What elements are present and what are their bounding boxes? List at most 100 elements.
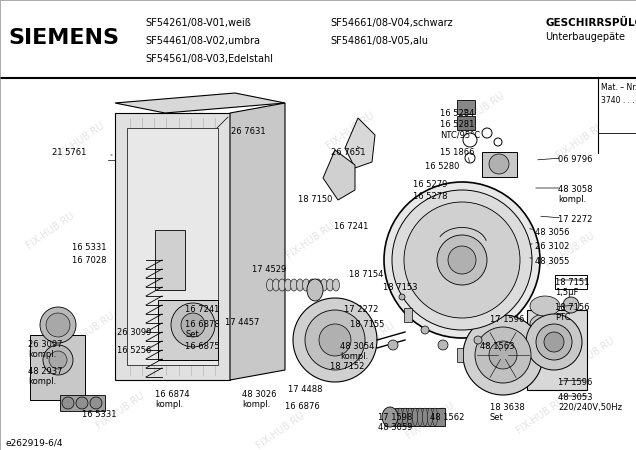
Circle shape bbox=[489, 341, 517, 369]
Circle shape bbox=[536, 324, 572, 360]
Ellipse shape bbox=[307, 279, 323, 301]
Circle shape bbox=[49, 351, 67, 369]
Ellipse shape bbox=[296, 279, 303, 291]
Circle shape bbox=[544, 332, 564, 352]
Ellipse shape bbox=[382, 407, 398, 427]
Text: 220/240V,50Hz: 220/240V,50Hz bbox=[558, 403, 622, 412]
Bar bbox=[158, 300, 218, 360]
Text: Set: Set bbox=[490, 413, 504, 422]
Text: 48 2937: 48 2937 bbox=[28, 367, 62, 376]
Text: 16 6875: 16 6875 bbox=[185, 342, 219, 351]
Bar bbox=[457, 348, 463, 362]
Text: 16 5280: 16 5280 bbox=[425, 162, 459, 171]
Text: 18 7156: 18 7156 bbox=[555, 303, 590, 312]
Ellipse shape bbox=[303, 279, 310, 291]
Bar bbox=[30, 335, 85, 400]
Ellipse shape bbox=[272, 279, 279, 291]
Text: kompl.: kompl. bbox=[558, 195, 586, 204]
Text: SF54461/08-V02,umbra: SF54461/08-V02,umbra bbox=[145, 36, 260, 46]
Circle shape bbox=[384, 182, 540, 338]
Text: 16 5279: 16 5279 bbox=[413, 180, 447, 189]
Bar bbox=[404, 308, 412, 322]
Circle shape bbox=[437, 235, 487, 285]
Text: 17 4488: 17 4488 bbox=[288, 385, 322, 394]
Text: FIX-HUB.RU: FIX-HUB.RU bbox=[54, 120, 106, 160]
Circle shape bbox=[90, 397, 102, 409]
Text: SF54861/08-V05,alu: SF54861/08-V05,alu bbox=[330, 36, 428, 46]
Bar bbox=[457, 116, 475, 130]
Ellipse shape bbox=[266, 279, 273, 291]
Text: 16 5331: 16 5331 bbox=[72, 243, 106, 252]
Ellipse shape bbox=[530, 314, 560, 334]
Text: kompl.: kompl. bbox=[155, 400, 183, 409]
Text: Unterbaugерäte: Unterbaugерäte bbox=[545, 32, 625, 42]
Ellipse shape bbox=[291, 279, 298, 291]
Circle shape bbox=[171, 303, 215, 347]
Text: 16 7028: 16 7028 bbox=[72, 256, 106, 265]
Text: 48 1562: 48 1562 bbox=[430, 413, 464, 422]
Text: FIX-HUB.RU: FIX-HUB.RU bbox=[284, 220, 336, 260]
Text: 26 7631: 26 7631 bbox=[231, 127, 266, 136]
Ellipse shape bbox=[326, 279, 333, 291]
Circle shape bbox=[62, 397, 74, 409]
Text: 18 7154: 18 7154 bbox=[349, 270, 384, 279]
Polygon shape bbox=[230, 103, 285, 380]
Text: 48 3054: 48 3054 bbox=[340, 342, 375, 351]
Ellipse shape bbox=[530, 296, 560, 316]
Circle shape bbox=[40, 307, 76, 343]
Circle shape bbox=[475, 327, 531, 383]
Text: kompl.: kompl. bbox=[28, 377, 56, 386]
Bar bbox=[127, 128, 218, 365]
Ellipse shape bbox=[530, 332, 560, 352]
Text: 16 5331: 16 5331 bbox=[82, 410, 116, 419]
Text: 16 5281: 16 5281 bbox=[440, 120, 474, 129]
Text: PTC: PTC bbox=[555, 313, 570, 322]
Text: FIX-HUB.RU: FIX-HUB.RU bbox=[194, 340, 246, 380]
Bar bbox=[527, 310, 587, 390]
Circle shape bbox=[448, 246, 476, 274]
Ellipse shape bbox=[422, 408, 427, 426]
Text: 18 7152: 18 7152 bbox=[330, 362, 364, 371]
Text: 06 9796: 06 9796 bbox=[558, 155, 593, 164]
Circle shape bbox=[399, 294, 405, 300]
Text: FIX-HUB.RU: FIX-HUB.RU bbox=[554, 120, 606, 160]
Polygon shape bbox=[323, 150, 355, 200]
Text: GESCHIRRSPÜLGERÄTE: GESCHIRRSPÜLGERÄTE bbox=[545, 18, 636, 28]
Text: 18 7153: 18 7153 bbox=[383, 283, 417, 292]
Text: 48 3055: 48 3055 bbox=[535, 257, 569, 266]
Text: 26 7651: 26 7651 bbox=[331, 148, 366, 157]
Text: FIX-HUB.RU: FIX-HUB.RU bbox=[144, 240, 196, 280]
Polygon shape bbox=[115, 93, 285, 113]
Text: 17 2272: 17 2272 bbox=[558, 215, 592, 224]
Text: 17 1596: 17 1596 bbox=[558, 378, 592, 387]
Text: FIX-HUB.RU: FIX-HUB.RU bbox=[544, 230, 596, 270]
Bar bbox=[482, 152, 517, 177]
Circle shape bbox=[463, 315, 543, 395]
Text: SF54261/08-V01,weiß: SF54261/08-V01,weiß bbox=[145, 18, 251, 28]
Text: FIX-HUB.RU: FIX-HUB.RU bbox=[94, 390, 146, 430]
Text: e262919-6/4: e262919-6/4 bbox=[5, 438, 62, 447]
Text: kompl.: kompl. bbox=[242, 400, 270, 409]
Text: 26 3099: 26 3099 bbox=[117, 328, 151, 337]
Circle shape bbox=[46, 313, 70, 337]
Text: 21 5761: 21 5761 bbox=[52, 148, 86, 157]
Text: 26 3102: 26 3102 bbox=[535, 242, 569, 251]
Text: SIEMENS: SIEMENS bbox=[8, 28, 119, 48]
Text: 17 4457: 17 4457 bbox=[225, 318, 259, 327]
Circle shape bbox=[43, 345, 73, 375]
Text: Set: Set bbox=[185, 330, 198, 339]
Bar bbox=[115, 113, 230, 380]
Text: NTC/95°C: NTC/95°C bbox=[440, 130, 480, 139]
Ellipse shape bbox=[409, 277, 421, 283]
Text: 16 7241: 16 7241 bbox=[334, 222, 368, 231]
Text: kompl.: kompl. bbox=[28, 350, 56, 359]
Circle shape bbox=[305, 310, 365, 370]
Ellipse shape bbox=[413, 408, 417, 426]
Circle shape bbox=[421, 326, 429, 334]
Ellipse shape bbox=[321, 279, 328, 291]
Text: 16 5284: 16 5284 bbox=[440, 109, 474, 118]
Text: FIX-HUB.RU: FIX-HUB.RU bbox=[344, 320, 396, 360]
Bar bbox=[457, 100, 475, 114]
Circle shape bbox=[404, 202, 520, 318]
Text: FIX-HUB.RU: FIX-HUB.RU bbox=[404, 400, 456, 440]
